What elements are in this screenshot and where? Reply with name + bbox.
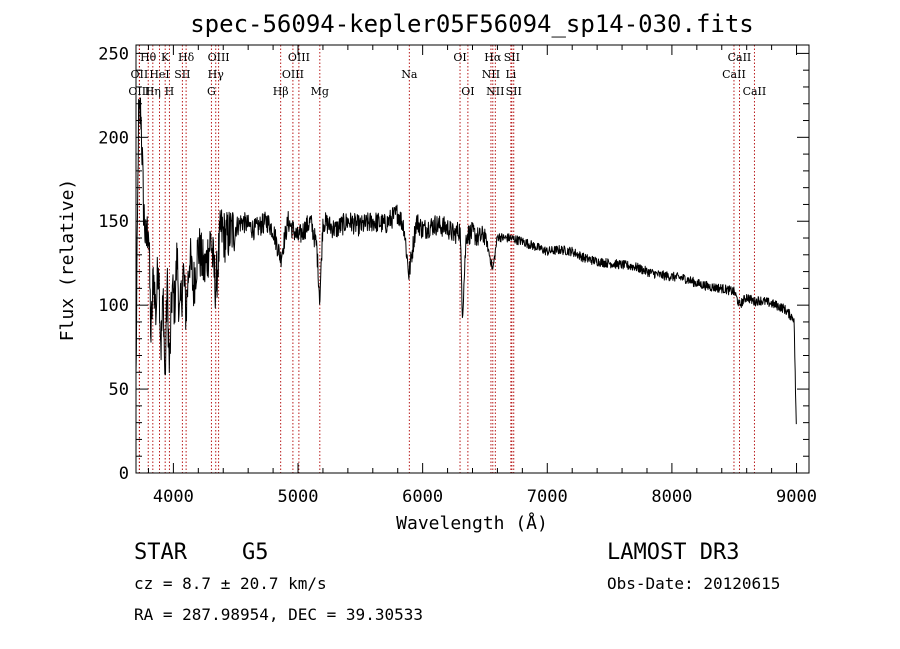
obs-date-text: Obs-Date: 20120615 xyxy=(607,574,780,593)
spectral-line-label: CaII xyxy=(722,68,746,81)
spectral-line-label: Hα xyxy=(484,51,502,64)
y-tick-label: 150 xyxy=(98,212,129,232)
coordinates-text: RA = 287.98954, DEC = 39.30533 xyxy=(134,605,423,624)
x-axis-label: Wavelength (Å) xyxy=(396,512,548,534)
spectral-line-markers xyxy=(138,45,755,473)
spectral-line-label: HeI xyxy=(149,68,169,81)
spectral-line-label: OIII xyxy=(208,51,230,64)
x-tick-label: 5000 xyxy=(278,487,319,507)
spectral-line-label: Hγ xyxy=(208,68,225,81)
x-tick-label: 7000 xyxy=(527,487,568,507)
spectral-line-label: Mg xyxy=(311,85,329,98)
y-tick-label: 50 xyxy=(109,380,129,400)
spectral-line-label: NII xyxy=(486,85,504,98)
redshift-text: cz = 8.7 ± 20.7 km/s xyxy=(134,574,327,593)
y-tick-label: 0 xyxy=(119,464,129,484)
x-tick-label: 8000 xyxy=(651,487,692,507)
spectral-line-label: Hη xyxy=(145,85,161,98)
spectral-line-label: OI xyxy=(453,51,466,64)
spectral-line-label: CaII xyxy=(728,51,752,64)
spectral-line-label: OI xyxy=(461,85,474,98)
object-subclass: G5 xyxy=(242,540,269,565)
spectral-line-label: SII xyxy=(504,51,520,64)
spectral-line-label: SII xyxy=(506,85,522,98)
x-tick-label: 4000 xyxy=(153,487,194,507)
spectral-line-label: OII xyxy=(131,68,149,81)
spectral-line-label: Li xyxy=(505,68,516,81)
y-tick-label: 100 xyxy=(98,296,129,316)
y-tick-label: 200 xyxy=(98,128,129,148)
spectral-line-label: NII xyxy=(482,68,500,81)
spectrum-info: STAR G5 cz = 8.7 ± 20.7 km/s RA = 287.98… xyxy=(134,540,780,624)
survey-name: LAMOST DR3 xyxy=(607,540,739,565)
flux-series-line xyxy=(135,97,797,425)
y-axis-label: Flux (relative) xyxy=(57,179,78,342)
x-tick-label: 6000 xyxy=(402,487,443,507)
axis-ticks xyxy=(136,45,809,474)
spectral-line-label: SII xyxy=(174,68,190,81)
spectral-line-label: G xyxy=(207,85,216,98)
plot-frame xyxy=(135,44,810,474)
axis-tick-labels: 4000 5000 6000 7000 8000 9000 0 50 100 150 200 250 xyxy=(98,44,817,507)
spectral-line-label: Hθ xyxy=(140,51,157,64)
spectral-line-label: OIII xyxy=(288,51,310,64)
spectral-line-label: K xyxy=(161,51,170,64)
spectral-line-label: H xyxy=(165,85,175,98)
chart-title: spec-56094-kepler05F56094_sp14-030.fits xyxy=(190,10,754,38)
spectral-line-label: Hδ xyxy=(178,51,195,64)
spectral-line-label: OIII xyxy=(282,68,304,81)
object-class: STAR xyxy=(134,540,188,565)
spectral-line-label: Na xyxy=(401,68,418,81)
spectral-line-label: Hβ xyxy=(273,85,289,98)
spectral-line-label: CaII xyxy=(743,85,767,98)
spectral-line-label: OIII xyxy=(128,85,150,98)
x-tick-label: 9000 xyxy=(776,487,817,507)
y-tick-label: 250 xyxy=(98,44,129,64)
